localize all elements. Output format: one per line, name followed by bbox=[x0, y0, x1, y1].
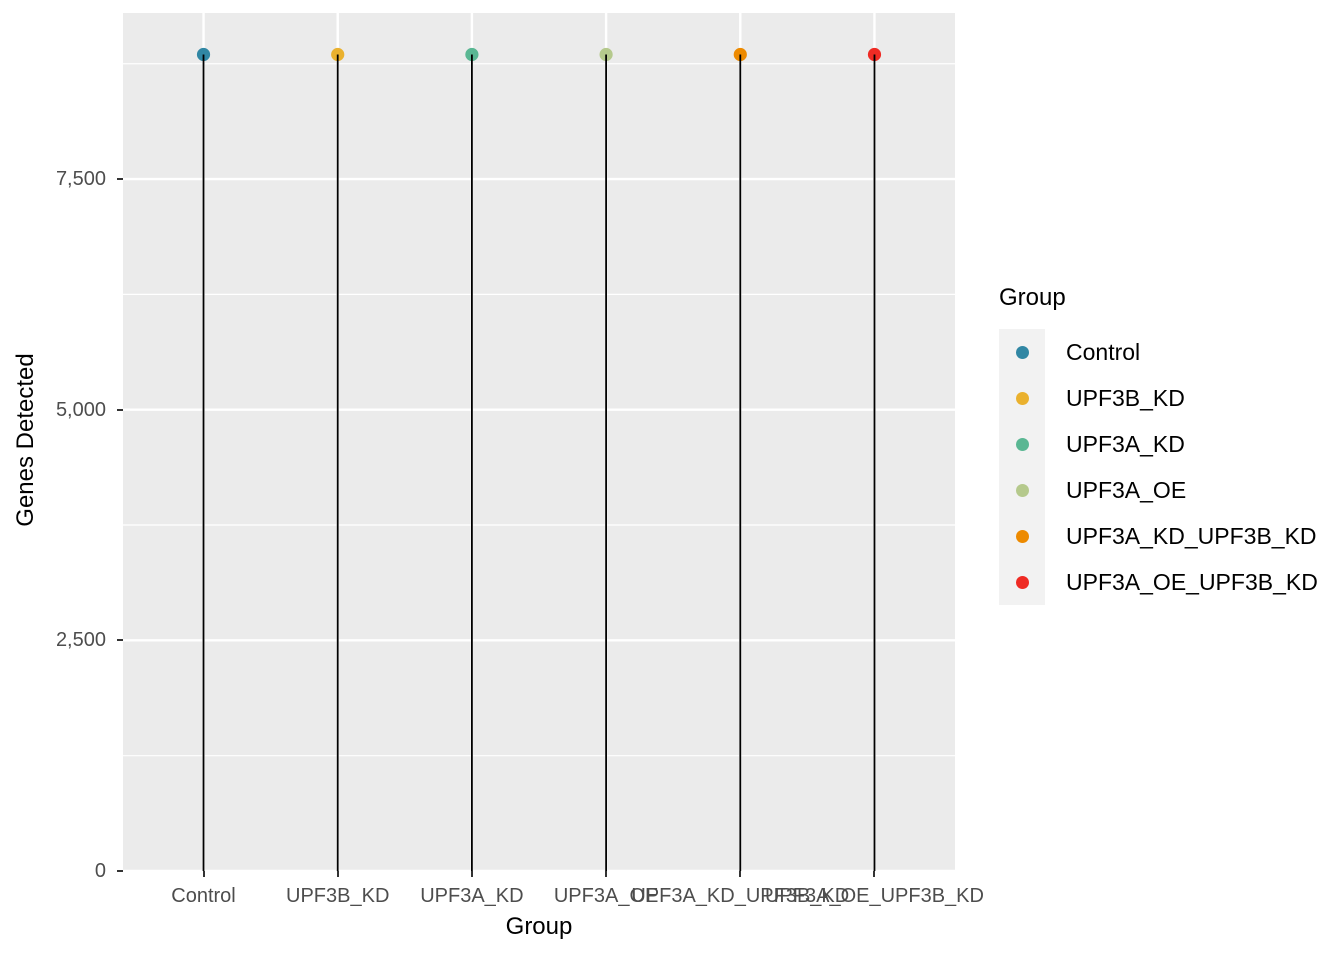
legend-key bbox=[999, 375, 1045, 421]
y-axis-title: Genes Detected bbox=[12, 353, 39, 527]
y-tick-label: 5,000 bbox=[55, 398, 106, 421]
legend-dot-icon bbox=[1015, 345, 1029, 359]
legend-entry-label: UPF3A_OE bbox=[1066, 476, 1187, 503]
legend-key bbox=[999, 559, 1045, 605]
legend-dot-icon bbox=[1015, 483, 1029, 497]
x-tick-label: UPF3A_KD bbox=[420, 885, 524, 907]
legend-key bbox=[999, 513, 1045, 559]
legend-entry: UPF3A_KD_UPF3B_KD bbox=[999, 513, 1318, 559]
legend-entry-label: UPF3B_KD bbox=[1066, 384, 1185, 411]
legend-entries: Control UPF3B_KD UPF3A_KD UPF3A_OE UPF3A_KD_… bbox=[999, 329, 1318, 605]
x-tick-mark bbox=[470, 871, 473, 877]
y-tick-mark bbox=[117, 408, 123, 411]
legend-entry-label: UPF3A_KD bbox=[1066, 430, 1185, 457]
legend-dot-icon bbox=[1015, 391, 1029, 405]
legend-dot-icon bbox=[1015, 575, 1029, 589]
legend-key bbox=[999, 421, 1045, 467]
x-tick-label: UPF3B_KD bbox=[286, 885, 390, 907]
y-tick-mark bbox=[117, 178, 123, 181]
legend-entry: UPF3B_KD bbox=[999, 375, 1318, 421]
y-tick-label: 2,500 bbox=[55, 629, 106, 652]
legend-entry-label: Control bbox=[1066, 338, 1141, 365]
x-tick-label: Control bbox=[171, 885, 236, 907]
y-tick-label: 7,500 bbox=[55, 168, 106, 191]
x-tick-label: UPF3A_KD_UPF3B_KD bbox=[631, 885, 850, 907]
y-tick-mark bbox=[117, 870, 123, 872]
legend-title: Group bbox=[999, 284, 1066, 311]
legend: Group Control UPF3B_KD UPF3A_KD UPF3A_OE UPF… bbox=[999, 283, 1318, 605]
x-axis-title: Group bbox=[505, 913, 573, 940]
plot-panel bbox=[123, 13, 955, 871]
x-tick-label: UPF3A_OE_UPF3B_KD bbox=[764, 885, 984, 907]
legend-key bbox=[999, 329, 1045, 375]
x-tick-mark bbox=[605, 871, 608, 877]
x-tick-label: UPF3A_OE bbox=[553, 885, 659, 907]
legend-entry: UPF3A_OE bbox=[999, 467, 1318, 513]
x-tick-mark bbox=[202, 871, 205, 877]
legend-entry: Control bbox=[999, 329, 1318, 375]
legend-dot-icon bbox=[1015, 529, 1029, 543]
y-tick-label: 0 bbox=[94, 860, 106, 882]
legend-entry: UPF3A_KD bbox=[999, 421, 1318, 467]
legend-entry-label: UPF3A_OE_UPF3B_KD bbox=[1066, 568, 1318, 595]
y-tick-mark bbox=[117, 639, 123, 642]
x-tick-mark bbox=[336, 871, 339, 877]
legend-key bbox=[999, 467, 1045, 513]
x-tick-mark bbox=[873, 871, 876, 877]
plot-area bbox=[123, 13, 955, 871]
x-tick-mark bbox=[739, 871, 742, 877]
legend-dot-icon bbox=[1015, 437, 1029, 451]
legend-entry-label: UPF3A_KD_UPF3B_KD bbox=[1066, 522, 1317, 549]
legend-entry: UPF3A_OE_UPF3B_KD bbox=[999, 559, 1318, 605]
